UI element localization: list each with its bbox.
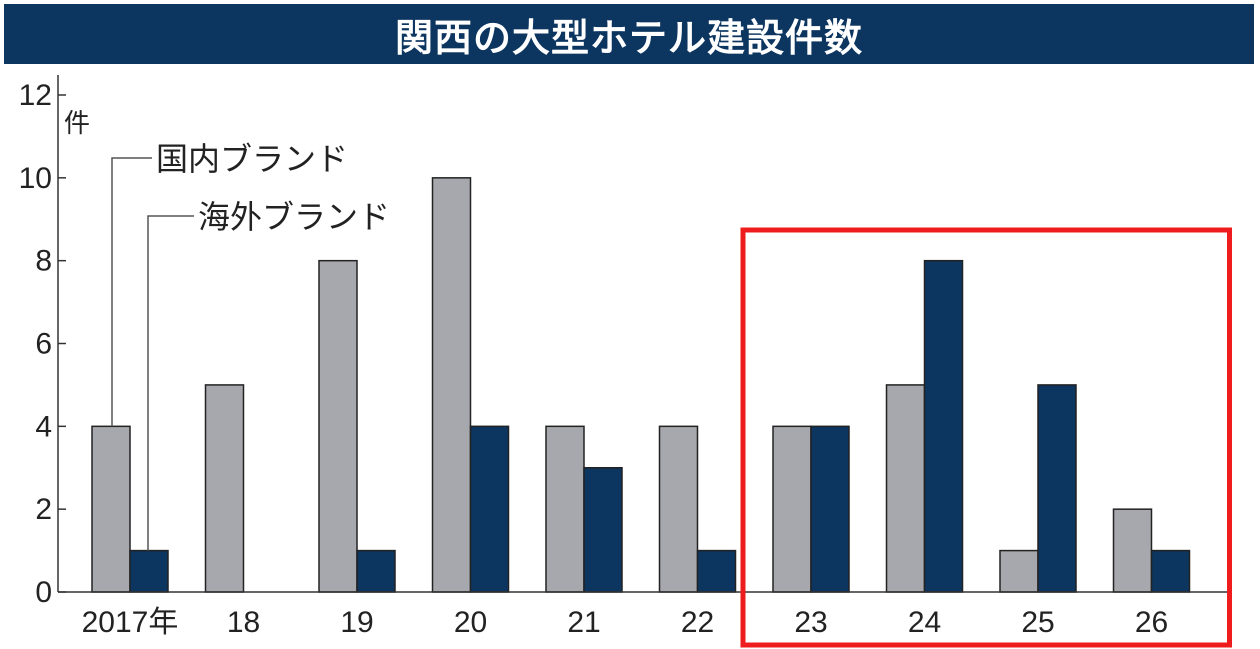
legend-leader-domestic (111, 157, 152, 427)
x-tick-label: 25 (1021, 606, 1054, 639)
y-tick-label: 8 (35, 245, 52, 278)
foreign-bar (356, 549, 396, 593)
domestic-bar (1112, 508, 1153, 593)
x-tick-label: 23 (794, 606, 827, 639)
x-tick-label: 19 (340, 606, 373, 639)
x-tick-label: 22 (681, 606, 714, 639)
y-tick-label: 0 (35, 576, 52, 609)
chart-title: 関西の大型ホテル建設件数 (4, 4, 1254, 64)
x-tick-label: 20 (454, 606, 487, 639)
domestic-bar (545, 425, 585, 593)
y-tick-label: 6 (35, 328, 52, 361)
highlight-rectangle (740, 227, 1232, 648)
y-tick-label: 12 (19, 79, 52, 112)
x-tick-label: 21 (567, 606, 600, 639)
legend-leader-foreign (147, 215, 194, 551)
domestic-bar (772, 425, 812, 593)
domestic-bar (318, 259, 358, 593)
foreign-bar (1037, 384, 1077, 593)
foreign-bar (810, 425, 850, 593)
highlight-box (740, 227, 1232, 648)
foreign-bar (1150, 549, 1191, 593)
domestic-bar (204, 384, 245, 593)
x-tick-label: 18 (227, 606, 260, 639)
x-tick-label: 2017年 (82, 606, 179, 639)
y-tick-label: 4 (35, 410, 52, 443)
y-unit-label: 件 (64, 109, 90, 139)
foreign-bar (923, 259, 964, 593)
y-tick-label: 2 (35, 493, 52, 526)
domestic-bar (885, 384, 926, 593)
foreign-bar (696, 549, 737, 593)
domestic-bar (91, 425, 131, 593)
domestic-bar (999, 549, 1039, 593)
foreign-bar (469, 425, 510, 593)
x-axis: 2017年 18 19 20 21 22 23 24 25 26 (58, 591, 1230, 639)
legend-label-domestic: 国内ブランド (156, 140, 348, 178)
domestic-bar (431, 177, 472, 593)
bars (91, 177, 1191, 593)
legend-label-foreign: 海外ブランド (198, 198, 390, 236)
y-tick-label: 10 (19, 162, 52, 195)
x-tick-label: 26 (1135, 606, 1168, 639)
x-tick-label: 24 (908, 606, 941, 639)
y-axis: 0 2 4 6 8 10 12 件 (19, 75, 90, 609)
domestic-bar (658, 425, 699, 593)
foreign-bar (129, 549, 169, 593)
foreign-bar (583, 467, 623, 593)
